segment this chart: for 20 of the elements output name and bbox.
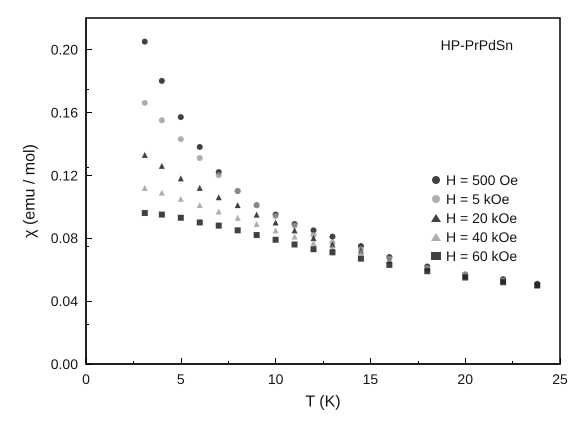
annotation: HP-PrPdSn xyxy=(440,37,513,53)
x-tick-label: 20 xyxy=(457,371,474,387)
x-tick-label: 5 xyxy=(176,371,185,387)
legend-label: H = 40 kOe xyxy=(446,229,518,245)
y-axis-title: χ (emu / mol) xyxy=(22,144,38,238)
x-axis-title: T (K) xyxy=(305,394,341,410)
y-tick-label: 0.00 xyxy=(50,356,78,372)
y-tick-label: 0.16 xyxy=(50,104,78,120)
legend-label: H = 60 kOe xyxy=(446,248,518,264)
y-tick-label: 0.12 xyxy=(50,167,78,184)
legend-label: H = 500 Oe xyxy=(446,172,518,188)
legend-label: H = 20 kOe xyxy=(446,210,518,226)
x-tick-label: 25 xyxy=(552,371,568,387)
x-tick-label: 10 xyxy=(268,371,284,387)
y-tick-label: 0.04 xyxy=(50,293,78,310)
x-tick-label: 0 xyxy=(82,371,90,387)
y-tick-label: 0.08 xyxy=(50,230,78,246)
y-tick-label: 0.20 xyxy=(50,41,78,58)
legend-label: H = 5 kOe xyxy=(446,191,510,207)
x-tick-label: 15 xyxy=(362,371,378,387)
